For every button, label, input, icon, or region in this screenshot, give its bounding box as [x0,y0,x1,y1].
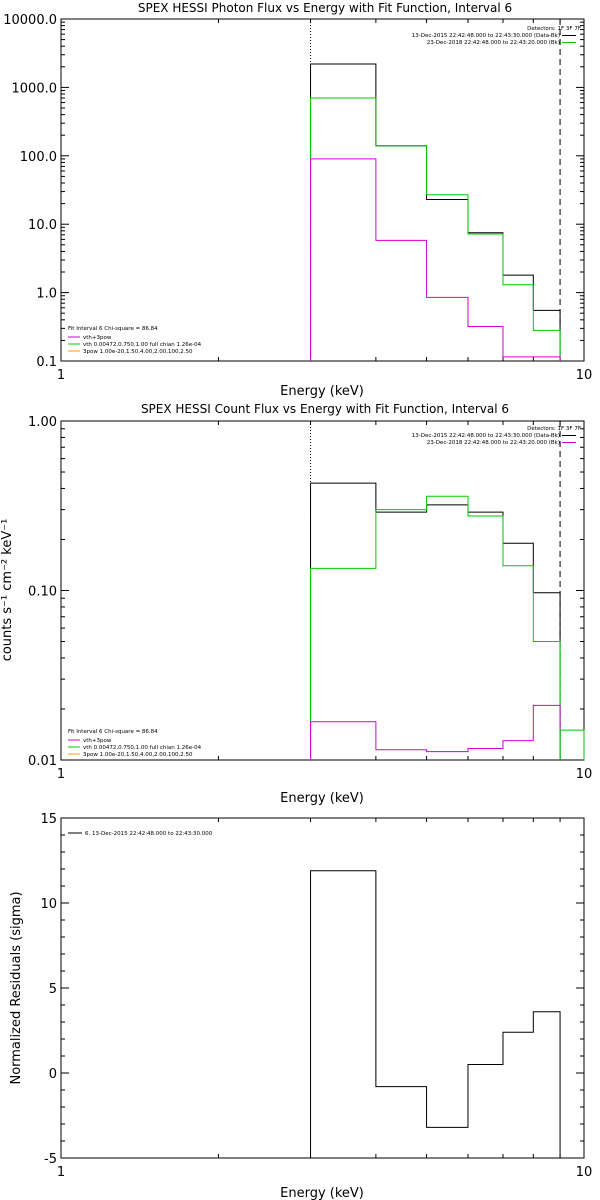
y-tick-label: 1000.0 [12,81,58,96]
background-interval-note: 23-Dec-2018 22:42:48.000 to 22:43:20.000… [427,40,560,46]
data-interval-note: 13-Dec-2015 22:42:48.000 to 22:43:30.000… [412,433,560,439]
x-axis-label: Energy (keV) [280,384,364,399]
series-residuals-line [310,870,561,1158]
residual-interval-note: 6. 13-Dec-2015 22:42:48.000 to 22:43:30.… [85,831,213,837]
x-tick-label: 10 [576,767,593,782]
header-legend: 13-Dec-2015 22:42:48.000 to 22:43:30.000… [412,433,576,446]
y-tick-label: -5 [44,1152,57,1167]
y-tick-label: 1.00 [28,415,57,430]
fit-interval-note: Fit Interval 6 Chi-square = 86.84 [68,326,158,332]
x-tick-label: 1 [57,368,65,383]
legend-label-vth-3pow: vth+3pow [83,738,112,744]
chart-title: SPEX HESSI Count Flux vs Energy with Fit… [141,402,509,416]
legend-label-3pow: 3pow 1.00e-20,1.50,4.00,2.00,100,2.50 [83,349,193,355]
y-tick-label: 10 [40,897,57,912]
detectors-note: Detectors: 1F 3F 7F [527,426,581,432]
plot-frame [60,18,585,362]
y-tick-label: 0.10 [28,585,57,600]
series-vth+3pow-line [310,158,561,361]
y-tick-label: 15 [40,812,57,827]
x-tick-label: 1 [57,1165,65,1180]
y-tick-label: 1.0 [36,287,57,302]
y-axis-label: counts s⁻¹ cm⁻² keV⁻¹ [0,519,15,662]
y-tick-label: 5 [49,982,57,997]
residuals-panel: 6. 13-Dec-2015 22:42:48.000 to 22:43:30.… [9,812,592,1200]
fit-legend: Fit Interval 6 Chi-square = 86.84 vth+3p… [68,326,202,355]
series-vth+3pow-line [310,704,561,760]
y-tick-label: 10000.0 [3,13,57,28]
x-tick-label: 10 [576,1165,593,1180]
x-axis-label: Energy (keV) [280,1186,364,1200]
count-flux-panel: SPEX HESSI Count Flux vs Energy with Fit… [0,402,592,806]
legend-label-vth-3pow: vth+3pow [83,335,112,341]
fit-interval-note: Fit Interval 6 Chi-square = 86.84 [68,729,158,735]
legend-label-vth: vth 0.00472,0.750,1.00 full chian 1.26e-… [83,342,202,348]
y-tick-label: 100.0 [20,150,57,165]
y-tick-label: 0 [49,1067,57,1082]
residual-legend: 6. 13-Dec-2015 22:42:48.000 to 22:43:30.… [68,831,213,837]
data-interval-note: 13-Dec-2015 22:42:48.000 to 22:43:30.000… [412,33,560,39]
fit-legend: Fit Interval 6 Chi-square = 86.84 vth+3p… [68,729,202,758]
x-tick-label: 10 [576,368,593,383]
series-tail-line [559,729,585,760]
chart-title: SPEX HESSI Photon Flux vs Energy with Fi… [138,1,512,15]
series-vth-line [310,97,561,361]
photon-flux-panel: SPEX HESSI Photon Flux vs Energy with Fi… [3,1,592,399]
x-axis-label: Energy (keV) [280,791,364,806]
x-tick-label: 1 [57,767,65,782]
y-axis-label: Normalized Residuals (sigma) [9,891,24,1084]
y-tick-label: 0.01 [28,754,57,769]
y-tick-label: 0.1 [36,355,57,370]
y-tick-label: 10.0 [28,218,57,233]
series-vth-line [310,495,561,760]
background-interval-note: 23-Dec-2018 22:42:48.000 to 22:43:20.000… [427,440,560,446]
header-legend: 13-Dec-2015 22:42:48.000 to 22:43:30.000… [412,33,576,46]
legend-label-vth: vth 0.00472,0.750,1.00 full chian 1.26e-… [83,745,202,751]
legend-label-3pow: 3pow 1.00e-20,1.50,4.00,2.00,100,2.50 [83,752,193,758]
detectors-note: Detectors: 1F 3F 7F [527,26,581,32]
